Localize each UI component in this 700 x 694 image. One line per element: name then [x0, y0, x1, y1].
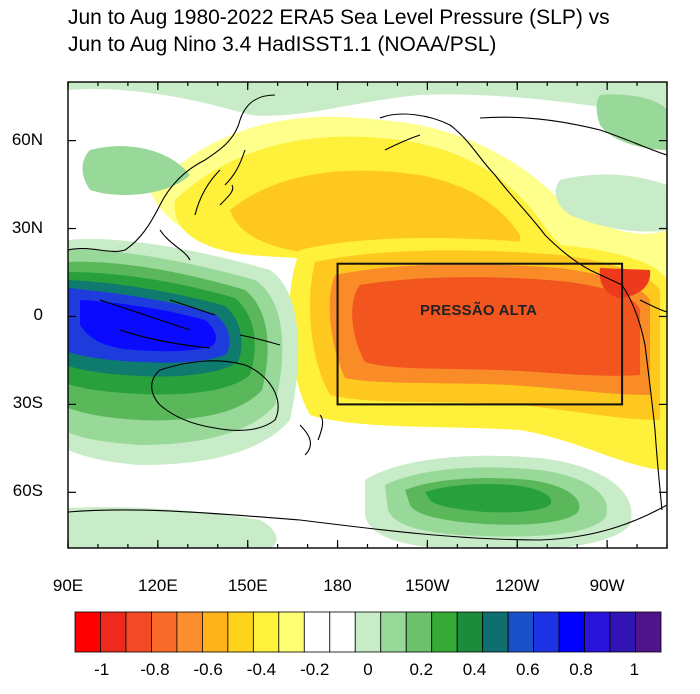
colorbar-label: -0.4 — [246, 660, 277, 679]
colorbar-label: 1 — [629, 660, 640, 679]
field-layer — [68, 82, 667, 548]
colorbar-swatch — [405, 611, 433, 653]
field-east-light — [555, 174, 667, 232]
coastlines — [68, 94, 667, 541]
colorbar-swatch — [584, 611, 611, 653]
coast-alaska — [379, 113, 546, 236]
title-line-1: Jun to Aug 1980-2022 ERA5 Sea Level Pres… — [68, 6, 610, 29]
colorbar-label: 0.2 — [409, 660, 434, 679]
colorbar-label: -1 — [94, 660, 110, 679]
colorbar-swatch — [151, 611, 178, 653]
colorbar-swatch — [125, 611, 152, 653]
colorbar-swatch — [635, 611, 662, 653]
colorbar-swatch — [507, 611, 535, 653]
lat-label: 30S — [12, 393, 43, 413]
lon-label: 150E — [227, 576, 268, 595]
colorbar-label: -0.8 — [140, 660, 170, 679]
colorbar-swatch — [431, 611, 458, 653]
colorbar-label: -0.6 — [193, 660, 223, 679]
lon-label: 180 — [323, 576, 352, 595]
coast-indonesia — [99, 299, 281, 349]
colorbar-label: 0.8 — [569, 660, 593, 679]
colorbar-swatch — [278, 611, 305, 653]
colorbar-swatch — [558, 611, 585, 653]
coast-newzealand — [299, 414, 324, 456]
map-title: Jun to Aug 1980-2022 ERA5 Sea Level Pres… — [68, 4, 610, 58]
colorbar-swatch — [252, 611, 280, 653]
field-arctic-green — [82, 146, 190, 195]
coast-japan — [219, 149, 246, 206]
colorbar-label: -0.2 — [300, 660, 330, 679]
colorbar-swatch — [380, 611, 407, 653]
coast-antarctica — [68, 504, 667, 541]
field-southwest-green — [68, 507, 277, 548]
field-enso-peak — [599, 268, 651, 298]
coast-southamerica — [621, 284, 667, 511]
colorbar-label: 0.4 — [462, 660, 487, 679]
lon-label: 150W — [405, 576, 450, 595]
colorbar-swatch — [329, 611, 356, 653]
field-arctic-lightgreen — [68, 82, 667, 120]
title-line-2: Jun to Aug Nino 3.4 HadISST1.1 (NOAA/PSL… — [68, 33, 497, 56]
lat-label: 60S — [12, 481, 43, 501]
field-south-darkgreen — [425, 484, 552, 513]
lon-label: 120E — [137, 576, 178, 595]
field-west-deepblue — [80, 300, 216, 352]
field-enso-orangered — [352, 277, 640, 376]
colorbar-swatch — [176, 611, 203, 653]
colorbar-swatch — [609, 611, 636, 653]
high-pressure-label: PRESSÃO ALTA — [420, 302, 538, 319]
colorbar-label: 0.6 — [515, 660, 540, 679]
axis-ticks — [67, 82, 668, 548]
lat-label: 0 — [33, 305, 43, 325]
colorbar-swatch — [456, 611, 484, 653]
coast-australia — [151, 360, 279, 431]
field-arctic-green2 — [596, 94, 667, 150]
colorbar — [74, 611, 662, 653]
lat-label: 30N — [11, 217, 43, 237]
high-pressure-box — [336, 262, 624, 406]
colorbar-swatch — [227, 611, 254, 653]
colorbar-label: 0 — [363, 660, 373, 679]
colorbar-swatch — [201, 611, 229, 653]
colorbar-swatch — [74, 611, 101, 653]
colorbar-swatch — [303, 611, 331, 653]
coast-northamerica — [479, 116, 667, 286]
colorbar-swatch — [533, 611, 560, 653]
colorbar-swatch — [100, 611, 127, 653]
lon-label: 90W — [589, 576, 625, 595]
colorbar-swatch — [482, 611, 509, 653]
lat-label: 60N — [11, 129, 43, 149]
colorbar-swatch — [354, 611, 382, 653]
coast-asia — [68, 94, 276, 261]
lon-label: 90E — [52, 576, 84, 595]
lon-label: 120W — [495, 576, 540, 595]
